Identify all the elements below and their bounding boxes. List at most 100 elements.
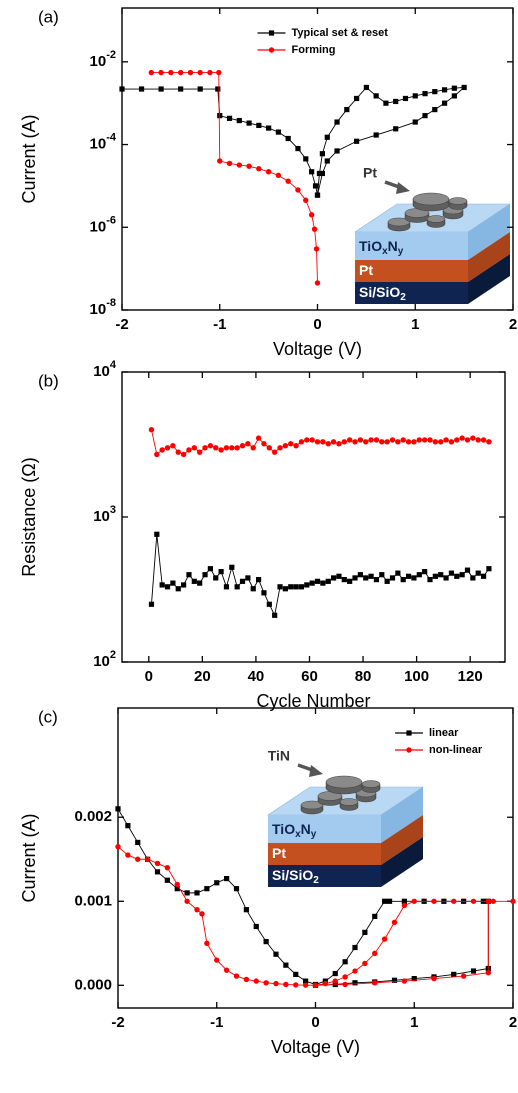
y-axis-title: Current (A) [19, 114, 39, 203]
legend-label: Typical set & reset [292, 27, 389, 39]
marker [186, 447, 192, 453]
panel-label: (c) [38, 707, 58, 726]
series-line [151, 72, 318, 283]
marker [309, 580, 315, 586]
marker [213, 575, 219, 581]
marker [288, 584, 294, 590]
tick-base: 10 [93, 508, 110, 525]
marker [226, 115, 233, 121]
marker [154, 531, 160, 537]
marker [464, 567, 471, 573]
marker [285, 178, 291, 184]
marker [330, 575, 337, 581]
x-tick-label: 20 [194, 668, 211, 685]
layer-text: TiO [359, 238, 382, 254]
marker [441, 100, 448, 106]
marker [218, 569, 224, 575]
marker [174, 886, 180, 892]
marker [334, 119, 340, 125]
marker [486, 566, 492, 572]
plot-frame [121, 371, 506, 663]
legend-label: linear [429, 727, 459, 739]
marker [346, 437, 353, 443]
tick-base: 10 [90, 218, 107, 235]
marker [319, 151, 325, 157]
marker [148, 427, 155, 433]
electrode-label: Pt [363, 165, 377, 181]
marker [412, 93, 418, 99]
marker [324, 134, 330, 140]
marker [391, 977, 398, 983]
marker [191, 578, 197, 584]
marker [196, 449, 203, 455]
marker [261, 590, 267, 596]
marker [275, 172, 282, 179]
marker [115, 806, 121, 812]
marker [256, 166, 262, 172]
marker [422, 91, 428, 97]
marker [115, 843, 121, 850]
y-tick-label: 10-2 [90, 49, 116, 70]
marker [405, 439, 412, 445]
marker [383, 100, 389, 106]
marker [354, 95, 360, 102]
marker [386, 898, 393, 904]
marker [393, 126, 399, 132]
marker [320, 439, 326, 445]
marker [245, 575, 251, 581]
marker [207, 443, 214, 449]
y-tick-label: 0.000 [74, 976, 112, 993]
marker [510, 898, 516, 904]
marker [184, 898, 190, 904]
marker [144, 856, 151, 862]
marker [164, 584, 171, 590]
marker [470, 575, 476, 581]
marker [431, 898, 437, 904]
marker [372, 980, 378, 986]
marker [215, 86, 221, 92]
tick-exponent: 2 [110, 649, 116, 661]
marker [373, 93, 379, 99]
marker [400, 577, 406, 583]
x-tick-label: 2 [509, 316, 517, 333]
marker [293, 971, 299, 977]
marker [448, 439, 455, 445]
marker [357, 572, 363, 578]
marker [277, 584, 283, 590]
marker [402, 95, 409, 102]
marker [293, 982, 299, 988]
marker [352, 980, 358, 986]
layer-label: TiOxNy [359, 238, 404, 257]
series-line [151, 534, 490, 617]
marker [431, 975, 437, 982]
marker [159, 582, 165, 588]
x-tick-label: 60 [301, 668, 318, 685]
marker [125, 823, 131, 829]
marker [319, 170, 325, 177]
marker [470, 968, 477, 974]
marker [154, 869, 161, 875]
marker [363, 84, 369, 91]
marker [393, 98, 399, 105]
marker [363, 575, 369, 581]
marker [382, 898, 388, 904]
marker [342, 959, 348, 965]
marker [194, 906, 200, 913]
marker [332, 978, 338, 984]
marker [223, 584, 230, 590]
marker [400, 437, 406, 443]
marker [223, 445, 230, 451]
marker [422, 569, 428, 575]
marker [470, 898, 477, 904]
legend-label: non-linear [429, 744, 483, 756]
x-tick-label: -1 [213, 316, 226, 333]
marker [411, 975, 417, 982]
marker [389, 437, 396, 443]
marker [178, 86, 184, 92]
marker [443, 437, 449, 443]
marker [391, 919, 398, 925]
marker [168, 69, 174, 76]
marker [255, 435, 262, 441]
marker [164, 445, 171, 451]
marker [332, 970, 338, 977]
